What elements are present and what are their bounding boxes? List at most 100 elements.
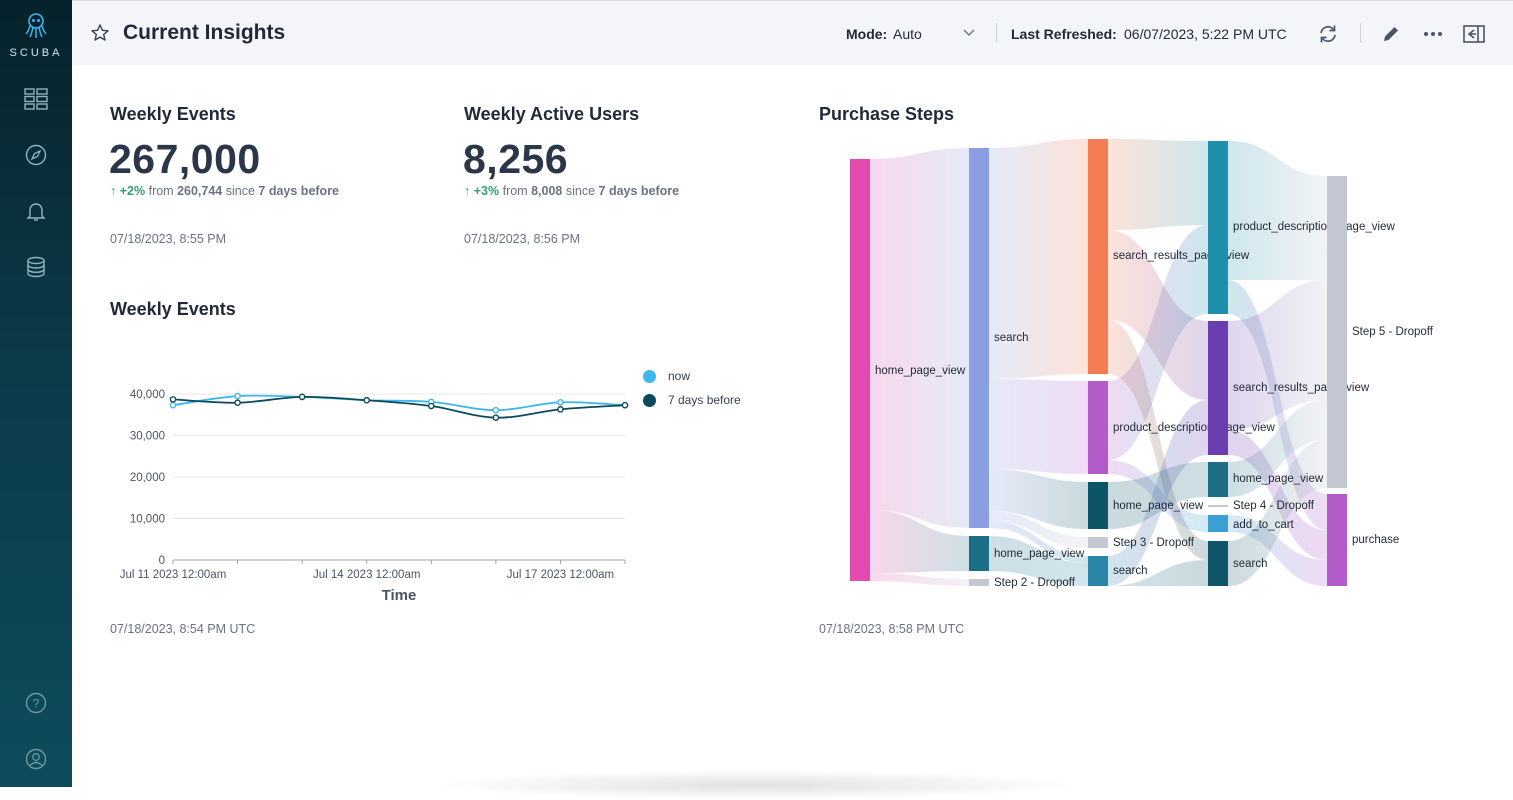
sankey-node-label: search_results_page_view	[1233, 382, 1370, 394]
mode-label: Mode:	[846, 26, 888, 42]
data-point	[169, 396, 177, 403]
sankey-node-label: Step 5 - Dropoff	[1352, 326, 1434, 338]
sankey-node	[1088, 537, 1108, 548]
sankey-node-label: search_results_page_view	[1113, 250, 1250, 262]
data-point	[234, 399, 241, 407]
mode-select[interactable]: Auto	[893, 26, 922, 42]
sankey-node	[1208, 505, 1228, 507]
more-options-icon[interactable]	[1420, 21, 1446, 47]
since-value: 7 days before	[598, 184, 680, 198]
sankey-node	[850, 159, 870, 581]
weekly-active-users-delta: ↑ +3% from 8,008 since 7 days before	[464, 184, 679, 198]
weekly-active-users-timestamp: 07/18/2023, 8:56 PM	[464, 232, 581, 246]
y-tick-label: 40,000	[130, 389, 165, 401]
sankey-node-label: purchase	[1352, 534, 1399, 546]
legend-item-now[interactable]: now	[643, 369, 690, 383]
sankey-link	[1228, 280, 1327, 430]
from-text: from	[502, 184, 528, 198]
sankey-node	[1088, 381, 1108, 474]
sankey-node	[1327, 176, 1347, 488]
sankey-node	[1208, 462, 1228, 497]
help-icon[interactable]: ?	[21, 688, 51, 718]
sankey-link	[1228, 440, 1327, 586]
purchase-steps-timestamp: 07/18/2023, 8:58 PM UTC	[819, 622, 965, 636]
chevron-down-icon[interactable]	[961, 26, 977, 45]
data-point	[298, 393, 306, 401]
data-point	[363, 396, 371, 404]
sankey-node-label: product_description_page_view	[1113, 422, 1275, 434]
weekly-active-users-value: 8,256	[463, 136, 569, 182]
x-tick-label: Jul 17 2023 12:00am	[507, 569, 614, 581]
sankey-link	[989, 139, 1088, 379]
weekly-events-timestamp: 07/18/2023, 8:55 PM	[110, 232, 227, 246]
sankey-link	[989, 536, 1088, 586]
edit-pencil-icon[interactable]	[1378, 21, 1404, 47]
sankey-node	[1208, 321, 1228, 455]
dashboard-grid-icon[interactable]	[21, 84, 51, 114]
weekly-events-delta: ↑ +2% from 260,744 since 7 days before	[110, 184, 339, 198]
sankey-node	[1088, 556, 1108, 586]
data-point	[492, 406, 500, 414]
weekly-events-title: Weekly Events	[110, 104, 236, 124]
y-tick-label: 30,000	[130, 431, 165, 443]
header-bar: Current Insights Mode: Auto Last Refresh…	[72, 0, 1513, 65]
sankey-node-label: Step 4 - Dropoff	[1233, 500, 1315, 512]
data-point	[169, 401, 177, 409]
sankey-link	[1108, 139, 1208, 230]
sankey-node-label: home_page_view	[994, 548, 1085, 560]
octopus-logo-icon	[25, 13, 47, 38]
sankey-node-label: home_page_view	[1233, 473, 1324, 485]
scuba-logo[interactable]: SCUBA	[0, 12, 72, 59]
weekly-events-chart-title: Weekly Events	[110, 299, 236, 319]
sankey-node	[1327, 494, 1347, 586]
favorite-star-icon[interactable]	[90, 23, 110, 48]
legend-label-now: now	[668, 369, 691, 383]
scroll-shadow	[430, 770, 1080, 800]
data-point	[557, 406, 564, 413]
sankey-node-label: home_page_view	[1113, 500, 1204, 512]
sankey-node-label: Step 3 - Dropoff	[1113, 537, 1195, 549]
sankey-link	[989, 521, 1088, 563]
weekly-events-value: 267,000	[109, 136, 261, 182]
sankey-node	[1088, 482, 1108, 529]
sankey-link	[989, 469, 1088, 529]
sankey-link	[870, 573, 969, 586]
refresh-icon[interactable]	[1315, 21, 1341, 47]
sankey-node	[1208, 141, 1228, 314]
legend-swatch-7-days-before	[643, 393, 656, 407]
sankey-node-label: search	[994, 332, 1029, 344]
since-text: since	[565, 184, 596, 198]
arrow-up-icon: ↑	[464, 184, 471, 198]
database-icon[interactable]	[21, 252, 51, 282]
y-tick-label: 20,000	[130, 472, 165, 484]
from-value: 8,008	[531, 184, 563, 198]
delta-percent: +3%	[473, 184, 500, 198]
bell-icon[interactable]	[21, 196, 51, 226]
sankey-node-label: search	[1233, 558, 1268, 570]
sankey-node-label: product_description_page_view	[1233, 221, 1395, 233]
series-line-7-days-before	[172, 395, 626, 419]
x-axis-title: Time	[382, 587, 417, 604]
last-refreshed-label: Last Refreshed:	[1011, 26, 1117, 42]
purchase-steps-title: Purchase Steps	[819, 104, 955, 124]
from-text: from	[148, 184, 174, 198]
compass-icon[interactable]	[21, 140, 51, 170]
delta-percent: +2%	[119, 184, 146, 198]
arrow-up-icon: ↑	[110, 184, 117, 198]
user-icon[interactable]	[21, 744, 51, 774]
legend-item-7-days-before[interactable]: 7 days before	[643, 393, 741, 407]
data-point	[621, 401, 629, 409]
page-title: Current Insights	[123, 21, 286, 44]
data-point	[492, 414, 500, 421]
x-tick-label: Jul 14 2023 12:00am	[313, 569, 420, 581]
sankey-node-label: Step 2 - Dropoff	[994, 577, 1076, 589]
legend-label-7-days-before: 7 days before	[668, 393, 741, 407]
sankey-link	[1228, 141, 1327, 280]
sidebar: SCUBA ?	[0, 0, 72, 787]
y-tick-label: 10,000	[130, 514, 165, 526]
data-point	[234, 392, 241, 400]
collapse-panel-icon[interactable]	[1461, 21, 1487, 47]
sankey-link	[1108, 560, 1208, 586]
sankey-node	[1208, 541, 1228, 586]
